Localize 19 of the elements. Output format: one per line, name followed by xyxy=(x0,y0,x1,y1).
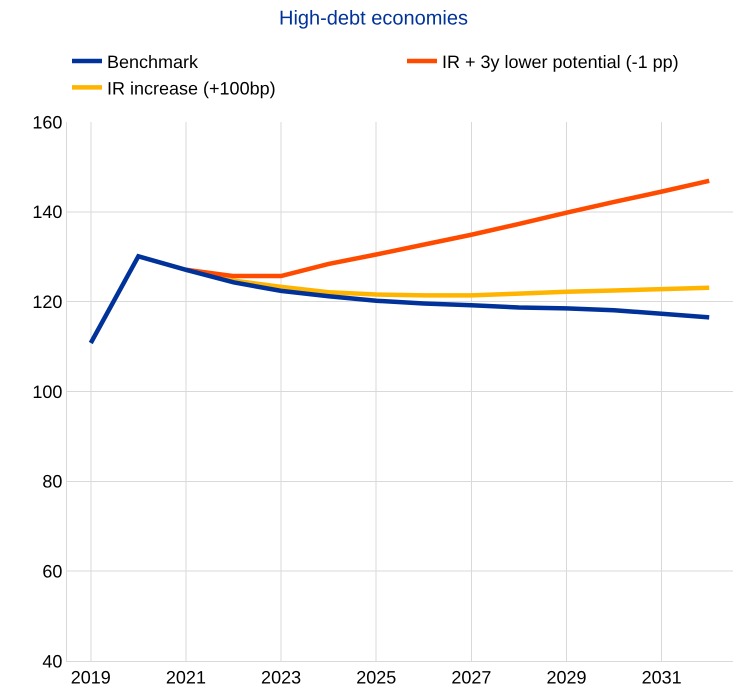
x-tick-label: 2029 xyxy=(546,668,587,688)
x-tick-label: 2021 xyxy=(166,668,206,688)
y-tick-label: 80 xyxy=(42,472,62,492)
x-tick-label: 2023 xyxy=(261,668,302,688)
y-tick-label: 120 xyxy=(32,292,62,312)
legend-label: Benchmark xyxy=(107,52,200,72)
legend-label: IR + 3y lower potential (-1 pp) xyxy=(442,52,679,72)
y-tick-label: 40 xyxy=(42,651,62,672)
x-tick-label: 2025 xyxy=(356,668,396,688)
y-tick-label: 140 xyxy=(32,202,62,222)
y-tick-label: 160 xyxy=(32,112,62,132)
legend-label: IR increase (+100bp) xyxy=(107,78,276,98)
x-tick-label: 2019 xyxy=(70,668,111,688)
y-tick-label: 60 xyxy=(42,561,62,582)
chart-title: High-debt economies xyxy=(279,8,468,30)
line-series xyxy=(88,254,712,346)
x-tick-label: 2031 xyxy=(642,668,682,688)
y-tick-label: 100 xyxy=(32,382,62,402)
x-tick-label: 2027 xyxy=(451,668,492,688)
